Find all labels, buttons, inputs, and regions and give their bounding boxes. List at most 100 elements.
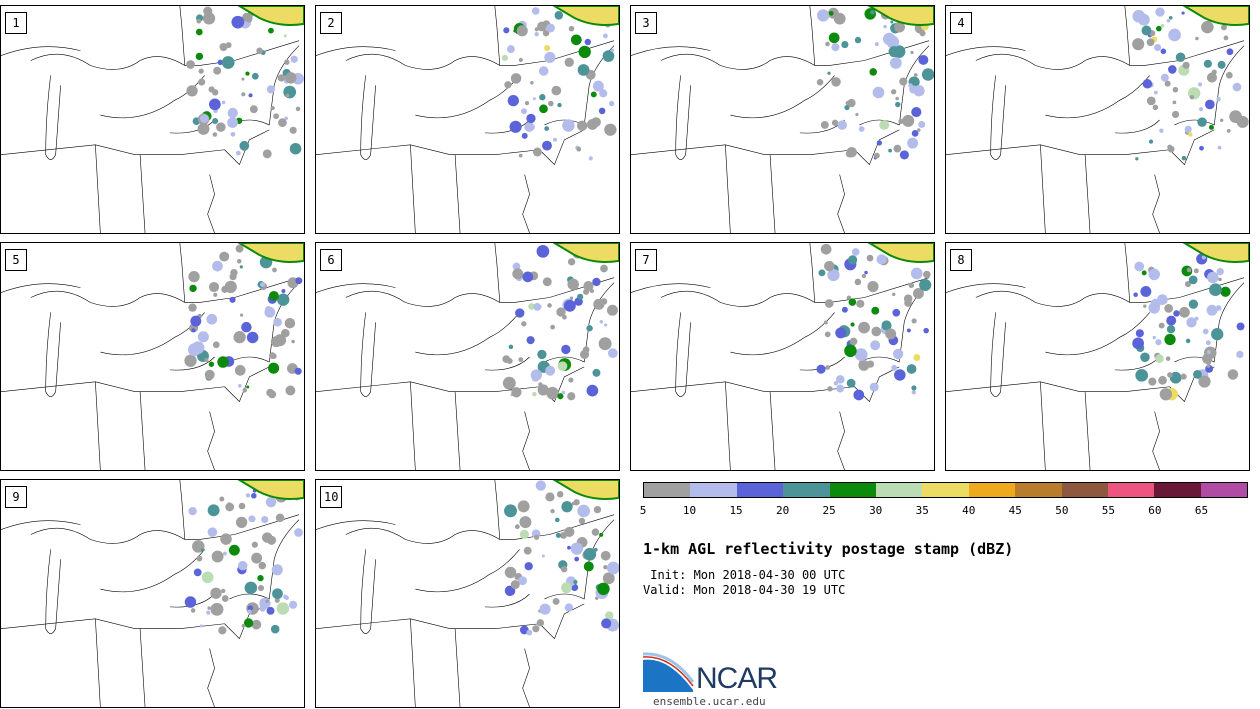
reflectivity-cell [221,100,226,105]
map-boundary-line [95,618,101,707]
map-boundary-line [139,628,146,707]
map-boundary-line [631,381,855,392]
reflectivity-cell [221,588,226,594]
reflectivity-cell [1211,328,1224,341]
map-boundary-line [975,290,1130,307]
reflectivity-cell [557,393,564,400]
reflectivity-cell [1172,110,1180,119]
map-boundary-line [184,514,300,540]
colorbar-swatch [644,483,691,497]
map-boundary-line [360,75,376,160]
reflectivity-cell [851,248,860,256]
reflectivity-cell [569,296,574,300]
reflectivity-cell [1184,125,1192,133]
reflectivity-cell [295,106,301,112]
reflectivity-cell [190,315,202,327]
reflectivity-cell [502,355,511,363]
reflectivity-cell [239,140,250,151]
reflectivity-cell [538,382,543,387]
reflectivity-cell [848,255,858,265]
reflectivity-cell [1134,261,1145,272]
reflectivity-cell [836,384,845,393]
map-boundary-line [454,628,461,707]
reflectivity-cell [1170,146,1175,151]
reflectivity-cell [541,554,545,558]
reflectivity-cell [1186,267,1192,273]
map-boundary-line [207,411,215,470]
reflectivity-cell [189,284,197,293]
reflectivity-cell [1226,129,1231,133]
reflectivity-cell [557,102,562,108]
reflectivity-cell [586,119,598,130]
map-boundary-line [494,480,501,540]
reflectivity-cell [200,548,205,552]
reflectivity-cell [502,376,516,390]
reflectivity-cell [241,623,246,628]
reflectivity-cell [827,386,833,392]
reflectivity-cell [270,336,282,348]
reflectivity-cell [899,150,909,160]
reflectivity-cell [289,126,297,134]
reflectivity-cell [1148,377,1157,386]
colorbar-tick: 10 [682,504,697,517]
map-boundary-line [990,312,1006,397]
reflectivity-cell [1206,304,1218,316]
reflectivity-cell [825,41,830,47]
colorbar-swatch [829,483,876,497]
reflectivity-cell [874,42,879,47]
reflectivity-cell [605,611,614,620]
reflectivity-cell [1216,267,1224,276]
reflectivity-cell [1205,359,1212,365]
reflectivity-cell [1153,90,1158,95]
reflectivity-cell [1168,65,1177,74]
map-boundary-line [1124,243,1131,303]
reflectivity-cell [1166,325,1176,334]
reflectivity-cell [1164,333,1176,346]
reflectivity-cell [568,25,575,32]
reflectivity-cell [195,28,203,36]
member-panel-7: 7 [630,242,935,471]
map-boundary-line [454,154,461,233]
reflectivity-cell [188,303,197,312]
map-boundary-line [539,129,585,166]
map-boundary-line [179,243,186,303]
reflectivity-cell [241,77,245,81]
reflectivity-cell [515,308,525,318]
reflectivity-cell [212,132,218,137]
map-boundary-line [100,75,205,119]
reflectivity-cell [1148,268,1160,281]
reflectivity-cell [912,288,924,299]
reflectivity-cell [841,40,849,49]
reflectivity-cell [871,306,880,315]
map-boundary-line [207,648,215,707]
reflectivity-cell [1207,271,1219,284]
reflectivity-cell [1182,61,1190,69]
colorbar-swatch [1015,483,1062,497]
reflectivity-cell [1197,117,1207,127]
reflectivity-cell [561,582,573,594]
reflectivity-cell [246,331,259,344]
member-number-label: 8 [950,249,972,271]
reflectivity-cell [221,56,235,69]
reflectivity-cell [1201,20,1214,34]
reflectivity-cell [899,77,908,86]
reflectivity-cell [535,480,546,491]
map-boundary-line [45,549,61,634]
reflectivity-area [552,243,619,263]
map-boundary-line [730,312,835,356]
reflectivity-cell [844,105,850,111]
reflectivity-cell [593,298,605,310]
reflectivity-cell [913,354,921,361]
map-boundary-line [809,243,816,303]
reflectivity-cell [560,566,568,573]
reflectivity-cell [265,496,277,508]
reflectivity-cell [1159,128,1164,133]
map-boundary-line [316,144,540,155]
reflectivity-cell [204,357,209,362]
reflectivity-cell [561,344,571,355]
reflectivity-cell [608,100,615,107]
map-boundary-line [360,549,376,634]
map-boundary-line [45,312,61,397]
reflectivity-cell [1160,48,1167,55]
reflectivity-cell [520,108,527,115]
